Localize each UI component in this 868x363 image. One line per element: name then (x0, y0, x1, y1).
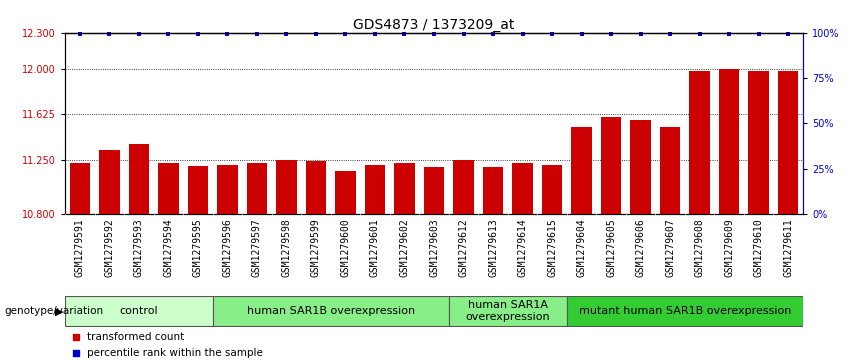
Text: control: control (120, 306, 158, 316)
Text: GSM1279610: GSM1279610 (753, 218, 764, 277)
Text: GSM1279600: GSM1279600 (340, 218, 351, 277)
Bar (748, 72, 769, 214)
Text: ▶: ▶ (55, 306, 63, 316)
Text: genotype/variation: genotype/variation (4, 306, 103, 316)
Bar (158, 163, 179, 214)
Text: GSM1279602: GSM1279602 (399, 218, 410, 277)
Bar (128, 144, 149, 214)
Text: GSM1279608: GSM1279608 (694, 218, 705, 277)
Text: GSM1279597: GSM1279597 (252, 218, 262, 277)
Text: GSM1279599: GSM1279599 (311, 218, 321, 277)
Text: percentile rank within the sample: percentile rank within the sample (87, 348, 263, 358)
Text: GSM1279606: GSM1279606 (635, 218, 646, 277)
Bar (99, 150, 120, 214)
Text: human SAR1A
overexpression: human SAR1A overexpression (465, 301, 550, 322)
Text: human SAR1B overexpression: human SAR1B overexpression (247, 306, 415, 316)
Text: GSM1279603: GSM1279603 (429, 218, 439, 277)
Text: GSM1279612: GSM1279612 (458, 218, 469, 277)
Bar (424, 167, 444, 214)
Text: GSM1279611: GSM1279611 (783, 218, 793, 277)
Bar (69, 163, 90, 214)
Bar (512, 163, 533, 214)
Text: GSM1279609: GSM1279609 (724, 218, 734, 277)
Bar (660, 127, 681, 214)
Text: GSM1279596: GSM1279596 (222, 218, 233, 277)
FancyBboxPatch shape (213, 297, 449, 326)
Text: mutant human SAR1B overexpression: mutant human SAR1B overexpression (579, 306, 791, 316)
Bar (630, 120, 651, 214)
Text: GSM1279613: GSM1279613 (488, 218, 498, 277)
Bar (542, 164, 562, 214)
Bar (306, 161, 326, 214)
Bar (394, 163, 415, 214)
Bar (719, 69, 740, 214)
Bar (365, 164, 385, 214)
Text: GSM1279592: GSM1279592 (104, 218, 115, 277)
Bar (689, 72, 710, 214)
Text: GSM1279615: GSM1279615 (547, 218, 557, 277)
Text: GSM1279604: GSM1279604 (576, 218, 587, 277)
FancyBboxPatch shape (65, 297, 213, 326)
Bar (187, 166, 208, 214)
Bar (483, 167, 503, 214)
Text: GSM1279607: GSM1279607 (665, 218, 675, 277)
Title: GDS4873 / 1373209_at: GDS4873 / 1373209_at (353, 18, 515, 32)
Bar (453, 160, 474, 214)
Bar (217, 164, 238, 214)
Bar (247, 163, 267, 214)
FancyBboxPatch shape (449, 297, 567, 326)
Bar (571, 127, 592, 214)
Bar (335, 171, 356, 214)
FancyBboxPatch shape (567, 297, 803, 326)
Text: transformed count: transformed count (87, 332, 185, 342)
Bar (778, 72, 799, 214)
Text: GSM1279601: GSM1279601 (370, 218, 380, 277)
Bar (276, 160, 297, 214)
Text: GSM1279598: GSM1279598 (281, 218, 292, 277)
Text: GSM1279593: GSM1279593 (134, 218, 144, 277)
Text: GSM1279595: GSM1279595 (193, 218, 203, 277)
Text: GSM1279594: GSM1279594 (163, 218, 174, 277)
Bar (601, 117, 621, 214)
Text: GSM1279614: GSM1279614 (517, 218, 528, 277)
Text: GSM1279605: GSM1279605 (606, 218, 616, 277)
Text: GSM1279591: GSM1279591 (75, 218, 85, 277)
